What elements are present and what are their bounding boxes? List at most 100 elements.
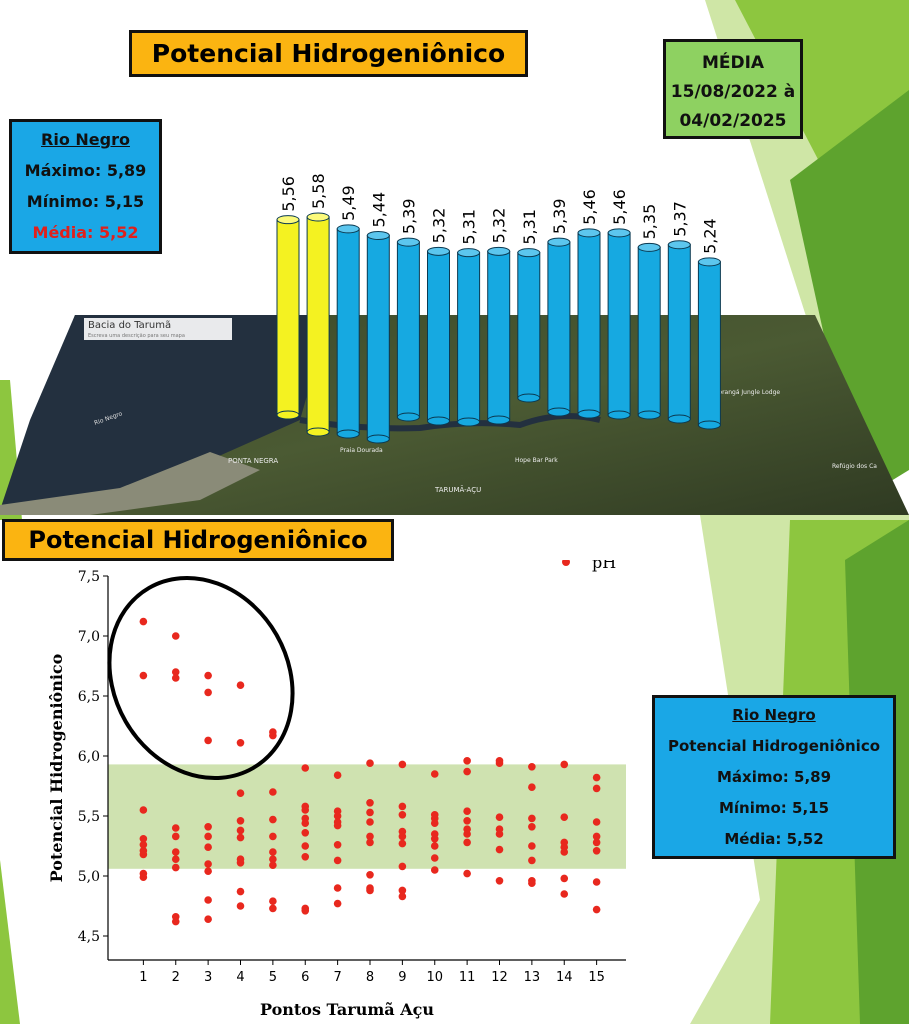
bar-body-2 [306,216,330,433]
map-urban [0,452,260,515]
x-tick-label-4: 4 [236,970,244,985]
bar-cap-11 [577,228,601,238]
bar-label-7: 5,31 [460,209,479,245]
data-point [528,879,536,887]
y-tick-label-5: 7,0 [78,629,100,645]
y-axis-label: Potencial Hidrogeniônico [47,653,66,882]
bar-13: 5,35 [637,204,661,420]
data-point [139,850,148,859]
data-point [269,897,277,905]
data-point [528,783,536,791]
bar-label-11: 5,46 [580,189,599,225]
data-point [139,873,148,881]
data-point [171,632,180,640]
bg-shape-left-bottom [0,860,20,1024]
x-tick-label-9: 9 [398,970,406,985]
data-point [333,884,342,892]
bar-15: 5,24 [697,218,721,430]
bar-label-14: 5,37 [670,201,689,237]
data-point [139,671,148,680]
media-line1: MÉDIA [701,53,765,73]
data-point [139,841,148,849]
bar-body-8 [487,250,511,421]
bar-body-10 [547,241,571,413]
bar-body-13 [637,246,661,416]
data-point [463,757,471,765]
data-point [366,832,374,841]
data-point [463,767,471,776]
data-point [236,739,245,747]
data-point [528,842,536,850]
rio-negro-bottom-subheading: Potencial Hidrogeniônico [667,737,881,755]
bar-label-6: 5,32 [430,208,449,244]
data-point [528,823,536,831]
x-tick-label-3: 3 [204,970,212,985]
data-point [301,853,310,861]
top-title: Potencial Hidrogeniônico [129,30,528,77]
data-point [528,763,536,771]
bar-base-2 [306,427,330,437]
data-point [528,856,536,865]
data-point [333,899,342,908]
bar-base-10 [547,407,571,417]
data-point [204,843,212,851]
bar-body-15 [697,261,721,426]
data-point [560,760,569,769]
data-point [269,855,277,863]
data-point [333,821,342,830]
rio-negro-bottom-avg: Média: 5,52 [724,830,824,848]
data-point [301,907,310,915]
rio-negro-bottom-min: Mínimo: 5,15 [718,799,830,817]
data-point [398,892,407,901]
data-point [398,802,407,811]
y-tick-label-4: 6,5 [78,689,100,705]
bar-label-13: 5,35 [640,204,659,240]
data-point [560,813,569,821]
data-point [236,859,245,867]
data-point [301,806,310,814]
data-point [366,808,374,817]
data-point [171,863,180,872]
data-point [236,833,245,842]
rio-negro-bottom-heading: Rio Negro [732,706,816,724]
data-point [269,788,277,796]
data-point [204,823,212,831]
bar-cap-4 [366,230,390,240]
bar-body-1 [276,219,300,416]
data-point [269,848,277,856]
data-point [592,847,601,855]
bar-9: 5,31 [517,209,541,403]
data-point [430,819,439,827]
rio-negro-info-top: Rio Negro Máximo: 5,89 Mínimo: 5,15 Médi… [9,119,162,254]
data-point [398,832,407,841]
data-point [398,862,407,871]
bar-cap-15 [697,257,721,267]
bar-label-8: 5,32 [490,208,509,244]
bar-body-7 [457,252,481,423]
bar-4: 5,44 [366,192,390,444]
bar-cap-8 [487,246,511,256]
data-point [592,818,601,826]
bar-body-4 [366,234,390,440]
bar-cap-3 [336,224,360,234]
bar-cap-7 [457,248,481,258]
bar-5: 5,39 [396,198,420,422]
data-point [171,832,180,841]
x-tick-label-15: 15 [588,970,605,985]
rio-negro-max: Máximo: 5,89 [24,161,147,180]
rio-negro-min: Mínimo: 5,15 [26,192,145,211]
data-point [269,904,277,913]
data-point [495,759,504,767]
bar-14: 5,37 [667,201,691,424]
data-point [236,902,245,910]
bar-base-8 [487,415,511,425]
map-place-porange: Porangá Jungle Lodge [715,389,780,396]
x-axis-label: Pontos Tarumã Açu [260,1000,434,1019]
data-point [560,890,569,898]
bar-body-6 [427,250,450,422]
x-tick-label-6: 6 [301,970,309,985]
map-river [0,315,330,510]
data-point [236,826,245,835]
data-point [592,784,601,793]
bar-cap-12 [607,228,631,238]
